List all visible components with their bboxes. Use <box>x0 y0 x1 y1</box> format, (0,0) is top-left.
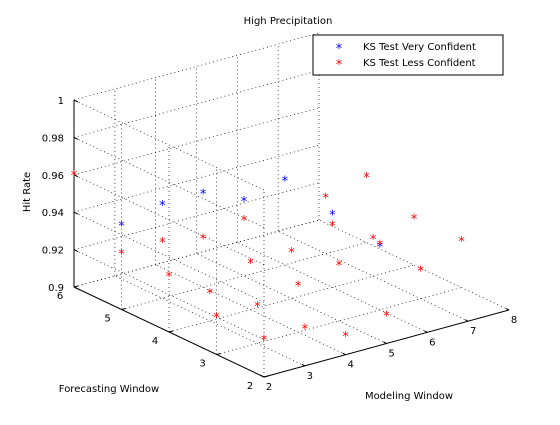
z-tick-label: 1 <box>58 96 64 107</box>
grid-line <box>73 211 265 303</box>
legend-label-less-confident: KS Test Less Confident <box>363 58 476 69</box>
z-tick-label: 0.9 <box>48 283 64 294</box>
data-point-less-confident: * <box>329 220 336 235</box>
x-tick-mark <box>383 341 387 344</box>
grid-layer <box>73 32 510 378</box>
y-tick-label: 5 <box>104 314 110 325</box>
legend-label-very-confident: KS Test Very Confident <box>363 42 476 53</box>
x-tick-mark <box>505 308 510 311</box>
z-tick-label: 0.92 <box>42 246 64 257</box>
x-tick-label: 6 <box>429 337 435 348</box>
data-point-less-confident: * <box>417 265 424 280</box>
z-tick-label: 0.98 <box>42 133 64 144</box>
legend-marker-less-confident: * <box>336 58 343 73</box>
z-tick-mark <box>73 136 79 140</box>
x-axis-label: Modeling Window <box>365 391 453 402</box>
y-tick-mark <box>168 330 174 333</box>
y-tick-mark <box>121 308 126 310</box>
data-point-less-confident: * <box>159 236 166 251</box>
y-tick-mark <box>263 375 269 378</box>
legend: * KS Test Very Confident * KS Test Less … <box>312 34 504 76</box>
data-point-very-confident: * <box>118 219 125 234</box>
data-point-less-confident: * <box>336 259 343 274</box>
y-axis-label: Forecasting Window <box>59 384 159 395</box>
data-point-very-confident: * <box>377 240 384 255</box>
x-tick-label: 5 <box>388 349 394 360</box>
x-tick-mark <box>342 352 346 356</box>
points-layer: ******************************** <box>71 169 466 349</box>
grid-line <box>73 99 265 191</box>
x-tick-mark <box>260 375 265 378</box>
data-point-less-confident: * <box>342 330 349 345</box>
data-point-very-confident: * <box>241 195 248 210</box>
data-point-less-confident: * <box>200 233 207 248</box>
data-point-less-confident: * <box>288 246 295 261</box>
data-point-less-confident: * <box>261 334 268 349</box>
x-tick-label: 4 <box>347 360 353 371</box>
z-tick-mark <box>73 174 79 178</box>
z-axis-label: Hit Rate <box>22 172 33 212</box>
data-point-less-confident: * <box>383 309 390 324</box>
data-point-less-confident: * <box>363 171 370 186</box>
x-tick-mark <box>424 330 428 333</box>
data-point-less-confident: * <box>71 169 78 184</box>
data-point-less-confident: * <box>458 235 465 250</box>
data-point-less-confident: * <box>213 311 220 326</box>
data-point-less-confident: * <box>254 300 261 315</box>
data-point-less-confident: * <box>207 287 214 302</box>
legend-marker-very-confident: * <box>336 42 343 57</box>
grid-line <box>237 242 428 333</box>
x-tick-mark <box>301 363 306 367</box>
z-tick-mark <box>73 211 79 215</box>
grid-line <box>73 70 320 138</box>
data-point-less-confident: * <box>302 322 309 337</box>
grid-line <box>121 242 367 310</box>
data-point-less-confident: * <box>247 257 254 272</box>
data-point-very-confident: * <box>282 175 289 190</box>
y-tick-label: 3 <box>199 359 205 370</box>
y-tick-label: 4 <box>152 336 158 347</box>
axes-layer <box>73 100 510 378</box>
grid-line <box>318 219 510 311</box>
data-point-less-confident: * <box>118 247 125 262</box>
chart-title: High Precipitation <box>244 16 333 27</box>
data-point-very-confident: * <box>159 199 166 214</box>
y-tick-label: 2 <box>247 381 253 392</box>
x-tick-label: 3 <box>307 371 313 382</box>
data-point-very-confident: * <box>329 208 336 223</box>
y-tick-label: 6 <box>57 291 63 302</box>
z-tick-mark <box>73 99 79 103</box>
legend-box <box>312 34 504 76</box>
data-point-less-confident: * <box>295 279 302 294</box>
data-point-less-confident: * <box>370 233 377 248</box>
data-point-less-confident: * <box>166 270 173 285</box>
y-tick-mark <box>216 353 221 355</box>
z-tick-mark <box>73 249 79 253</box>
data-point-less-confident: * <box>322 192 329 207</box>
z-tick-label: 0.96 <box>42 171 64 182</box>
x-tick-mark <box>464 319 469 322</box>
data-point-very-confident: * <box>200 188 207 203</box>
x-tick-label: 7 <box>470 326 476 337</box>
z-tick-mark <box>73 286 79 290</box>
x-tick-label: 8 <box>511 315 517 326</box>
z-tick-label: 0.94 <box>42 208 64 219</box>
grid-line <box>73 137 265 228</box>
data-point-less-confident: * <box>411 212 418 227</box>
grid-line <box>73 32 320 101</box>
grid-line <box>196 253 387 344</box>
x-tick-label: 2 <box>266 382 272 393</box>
data-point-less-confident: * <box>241 214 248 229</box>
data-point-less-confident: * <box>377 238 384 253</box>
